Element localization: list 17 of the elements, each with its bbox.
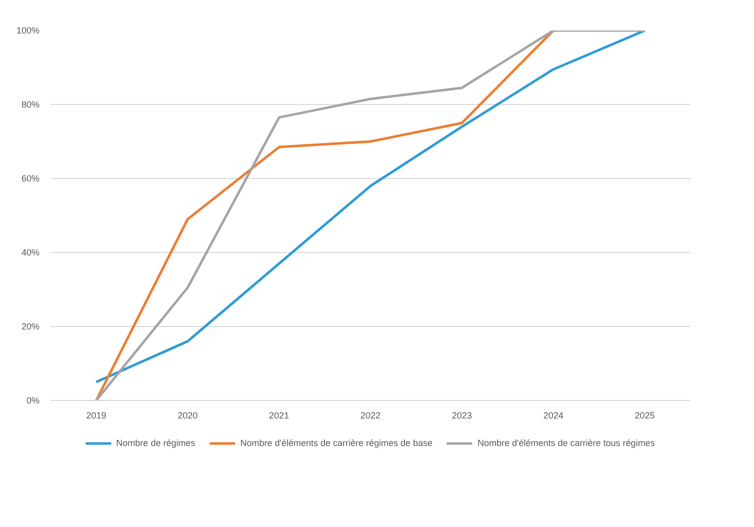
x-tick-label: 2021: [269, 410, 290, 420]
y-tick-label: 0%: [26, 396, 40, 406]
y-tick-label: 20%: [21, 322, 40, 332]
y-tick-label: 40%: [21, 248, 40, 258]
legend-label: Nombre d'éléments de carrière régimes de base: [240, 438, 433, 448]
x-tick-label: 2025: [634, 410, 655, 420]
legend-label: Nombre de régimes: [116, 438, 196, 448]
x-tick-label: 2020: [178, 410, 198, 420]
x-tick-label: 2024: [543, 410, 564, 420]
x-tick-label: 2023: [452, 410, 472, 420]
x-tick-label: 2022: [360, 410, 381, 420]
y-tick-label: 80%: [21, 100, 40, 110]
line-series: [94, 30, 555, 400]
y-tick-label: 60%: [21, 174, 40, 184]
y-tick-label: 100%: [16, 26, 40, 36]
legend-label: Nombre d'éléments de carrière tous régimes: [478, 438, 655, 448]
x-tick-label: 2019: [86, 410, 106, 420]
